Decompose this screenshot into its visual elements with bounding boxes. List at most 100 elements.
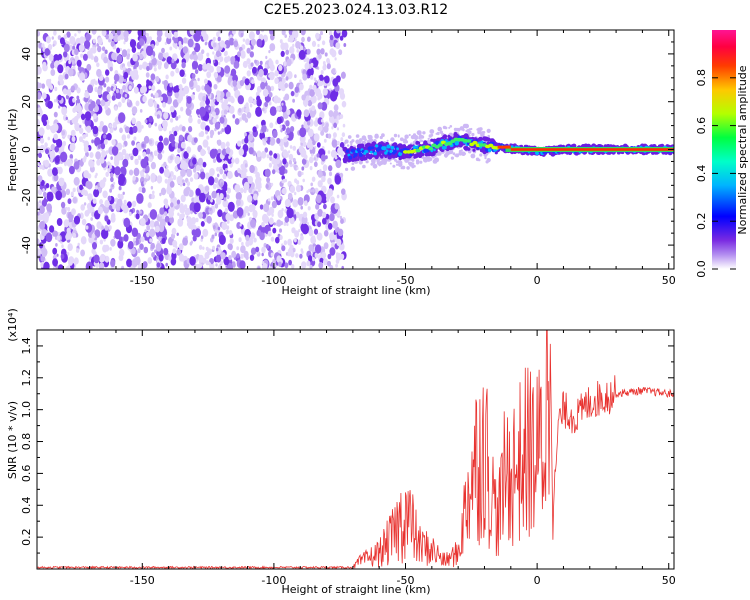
noise-cell <box>330 196 335 204</box>
noise-cell <box>309 89 315 97</box>
noise-cell <box>236 246 240 251</box>
spectrogram-heatmap <box>37 30 674 269</box>
noise-cell <box>103 134 107 139</box>
signal-halo-cell <box>455 153 460 158</box>
noise-cell <box>116 47 121 54</box>
noise-cell <box>50 69 56 76</box>
noise-cell <box>61 244 64 249</box>
noise-cell <box>103 139 108 145</box>
signal-core-cell <box>350 148 355 153</box>
noise-cell <box>252 66 257 74</box>
noise-cell <box>173 31 178 38</box>
noise-cell <box>183 37 188 44</box>
noise-cell <box>245 234 250 242</box>
noise-cell <box>179 203 184 210</box>
noise-cell <box>186 168 193 178</box>
noise-cell <box>126 258 133 268</box>
noise-cell <box>80 113 86 121</box>
signal-halo-cell <box>465 125 468 129</box>
colorbar-tick-label: 0.2 <box>695 212 708 230</box>
noise-cell <box>159 96 163 102</box>
noise-cell <box>309 264 313 269</box>
noise-cell <box>211 234 215 239</box>
noise-cell <box>235 191 242 201</box>
noise-cell <box>156 262 161 268</box>
noise-cell <box>59 151 68 163</box>
noise-cell <box>45 148 49 155</box>
noise-cell <box>323 242 329 250</box>
noise-cell <box>39 221 46 230</box>
noise-cell <box>186 221 191 227</box>
noise-cell <box>301 158 307 165</box>
noise-cell <box>167 184 170 189</box>
noise-cell <box>237 95 244 105</box>
noise-cell <box>73 65 76 70</box>
signal-halo-cell <box>471 132 475 137</box>
signal-halo-cell <box>408 133 411 137</box>
noise-cell <box>317 208 323 217</box>
noise-cell <box>123 217 131 228</box>
noise-cell <box>123 199 127 205</box>
noise-cell <box>139 243 144 250</box>
noise-cell <box>172 248 177 254</box>
noise-cell <box>212 51 215 55</box>
noise-cell <box>224 160 227 165</box>
noise-cell <box>256 38 263 48</box>
noise-cell <box>281 179 285 184</box>
noise-cell <box>284 178 287 183</box>
noise-cell <box>340 137 344 142</box>
noise-cell <box>78 44 85 52</box>
noise-cell <box>259 131 266 140</box>
noise-cell <box>334 57 337 61</box>
noise-cell <box>274 77 279 85</box>
noise-cell <box>216 75 222 83</box>
noise-cell <box>209 168 215 176</box>
noise-cell <box>210 198 213 203</box>
noise-cell <box>190 210 193 215</box>
noise-cell <box>132 147 139 157</box>
signal-halo-cell <box>450 156 454 160</box>
noise-cell <box>281 104 287 113</box>
noise-cell <box>94 86 98 93</box>
noise-cell <box>272 130 278 139</box>
signal-halo-cell <box>414 136 418 140</box>
noise-cell <box>114 106 118 111</box>
noise-cell <box>123 234 129 242</box>
noise-cell <box>280 50 285 58</box>
noise-cell <box>219 116 225 124</box>
noise-cell <box>141 85 147 94</box>
signal-halo-cell <box>436 131 440 135</box>
noise-cell <box>259 60 263 66</box>
noise-cell <box>182 237 189 246</box>
noise-cell <box>231 158 235 164</box>
noise-cell <box>335 159 342 169</box>
signal-halo-cell <box>482 131 486 134</box>
noise-cell <box>37 118 40 127</box>
noise-cell <box>312 157 315 161</box>
noise-cell <box>306 222 309 226</box>
signal-core-cell <box>396 147 399 151</box>
noise-cell <box>105 76 110 83</box>
noise-cell <box>48 54 54 62</box>
noise-cell <box>156 114 160 119</box>
noise-cell <box>159 192 162 197</box>
noise-cell <box>109 165 112 169</box>
noise-cell <box>229 238 234 244</box>
noise-cell <box>245 38 250 46</box>
noise-cell <box>204 42 208 46</box>
noise-cell <box>187 134 193 143</box>
signal-band-cell <box>343 159 347 164</box>
noise-cell <box>300 148 307 158</box>
noise-cell <box>174 125 179 131</box>
noise-cell <box>313 133 320 142</box>
noise-cell <box>283 136 288 143</box>
noise-cell <box>119 127 123 134</box>
noise-cell <box>296 180 300 185</box>
noise-cell <box>224 207 229 213</box>
noise-cell <box>163 137 170 146</box>
noise-cell <box>108 204 113 211</box>
noise-cell <box>333 122 337 129</box>
noise-cell <box>217 139 222 146</box>
noise-cell <box>294 86 299 93</box>
noise-cell <box>42 191 47 198</box>
